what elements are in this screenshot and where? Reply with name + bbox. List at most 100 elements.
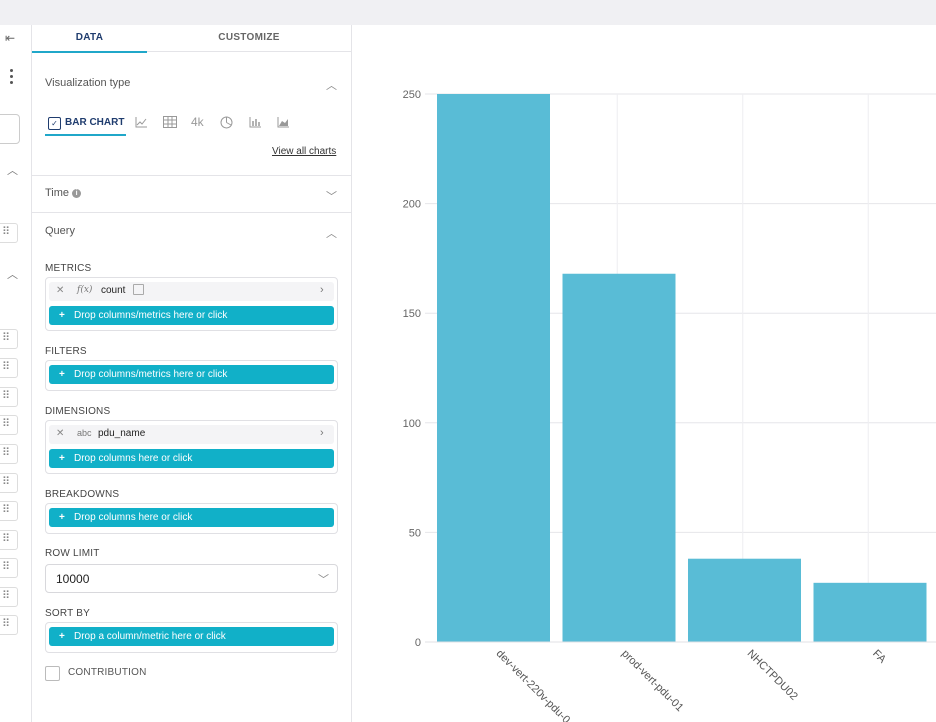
- drag-handle-icon[interactable]: [0, 223, 18, 243]
- filters-drop-label: Drop columns/metrics here or click: [74, 369, 228, 380]
- bar: [688, 558, 801, 642]
- bar: [437, 94, 550, 642]
- drag-handle-icon[interactable]: [0, 587, 18, 607]
- y-tick-label: 100: [403, 418, 421, 430]
- drag-handle-icon[interactable]: [0, 415, 18, 435]
- bar: [813, 582, 927, 642]
- chevron-up-icon[interactable]: ︿: [326, 228, 337, 240]
- divider: [32, 212, 351, 213]
- dimensions-drop-button[interactable]: + Drop columns here or click: [49, 449, 334, 468]
- dimensions-control: ✕ abc pdu_name › + Drop columns here or …: [45, 420, 338, 474]
- info-icon[interactable]: i: [72, 188, 82, 198]
- metric-chip-count[interactable]: ✕ f(x) count ›: [49, 282, 334, 301]
- drag-handle-icon[interactable]: [0, 530, 18, 550]
- check-icon: ✓: [48, 117, 61, 130]
- dimension-name: pdu_name: [98, 428, 146, 439]
- dimension-type: abc: [77, 428, 92, 438]
- calculator-icon: [133, 284, 144, 295]
- view-all-charts-link[interactable]: View all charts: [272, 146, 337, 157]
- filters-label: FILTERS: [45, 346, 87, 357]
- metrics-drop-label: Drop columns/metrics here or click: [74, 310, 228, 321]
- chevron-right-icon[interactable]: ›: [320, 427, 324, 439]
- breakdowns-drop-button[interactable]: + Drop columns here or click: [49, 508, 334, 527]
- bar: [562, 273, 676, 642]
- chevron-right-icon[interactable]: ›: [320, 284, 324, 296]
- filters-drop-button[interactable]: + Drop columns/metrics here or click: [49, 365, 334, 384]
- y-tick-label: 250: [403, 89, 421, 101]
- breakdowns-label: BREAKDOWNS: [45, 489, 120, 500]
- table-icon[interactable]: [163, 116, 177, 131]
- y-tick-label: 150: [403, 308, 421, 320]
- tab-customize[interactable]: CUSTOMIZE: [218, 32, 280, 43]
- top-bar: [0, 0, 936, 25]
- plus-icon: +: [59, 369, 65, 380]
- viz-type-row: ✓ BAR CHART 4k: [45, 114, 345, 136]
- sort-by-drop-button[interactable]: + Drop a column/metric here or click: [49, 627, 334, 646]
- divider: [32, 175, 351, 176]
- panel-tabs: DATA CUSTOMIZE: [32, 25, 351, 53]
- drag-handle-icon[interactable]: [0, 387, 18, 407]
- y-tick-label: 50: [409, 527, 421, 539]
- row-limit-label: ROW LIMIT: [45, 548, 100, 559]
- bar-chart: 0 50 100 150 200 250 dev-vert-220v-pdu-0 prod-v…: [403, 89, 936, 722]
- chevron-up-icon[interactable]: ︿: [326, 80, 337, 92]
- big-number-icon[interactable]: 4k: [191, 115, 204, 129]
- line-chart-icon[interactable]: [135, 116, 148, 131]
- breakdowns-control: + Drop columns here or click: [45, 503, 338, 534]
- metrics-control: ✕ f(x) count › + Drop columns/metrics he…: [45, 277, 338, 331]
- section-time-label: Time: [45, 187, 70, 199]
- y-tick-label: 200: [403, 199, 421, 211]
- metric-type: f(x): [77, 285, 93, 295]
- drag-handle-icon[interactable]: [0, 473, 18, 493]
- chevron-up-icon[interactable]: ︿: [7, 165, 18, 177]
- drag-handle-icon[interactable]: [0, 329, 18, 349]
- close-icon[interactable]: ✕: [56, 285, 65, 296]
- filters-control: + Drop columns/metrics here or click: [45, 360, 338, 391]
- sort-by-drop-label: Drop a column/metric here or click: [74, 631, 226, 642]
- dimensions-label: DIMENSIONS: [45, 406, 111, 417]
- control-panel: DATA CUSTOMIZE Visualization type ︿ ✓ BAR…: [32, 25, 352, 722]
- sort-by-control: + Drop a column/metric here or click: [45, 622, 338, 653]
- kebab-icon[interactable]: [10, 69, 14, 87]
- section-query[interactable]: Query: [45, 225, 75, 237]
- x-tick-label: prod-vert-pdu-01: [619, 648, 685, 714]
- row-limit-value: 10000: [56, 572, 90, 586]
- x-tick-label: NHCTPDU02: [745, 648, 800, 703]
- chevron-down-icon: ﹀: [318, 574, 329, 586]
- contribution-checkbox[interactable]: [45, 666, 60, 681]
- x-tick-label: dev-vert-220v-pdu-0: [494, 648, 573, 722]
- drag-handle-icon[interactable]: [0, 615, 18, 635]
- close-icon[interactable]: ✕: [56, 428, 65, 439]
- section-time[interactable]: Time i: [45, 187, 82, 199]
- viz-selected-label: BAR CHART: [65, 117, 125, 128]
- tab-data[interactable]: DATA: [32, 25, 147, 53]
- search-box-stub[interactable]: [0, 114, 20, 144]
- plus-icon: +: [59, 631, 65, 642]
- datasource-panel-collapsed: ⇤ ︿ ︿: [0, 25, 32, 722]
- chevron-up-icon[interactable]: ︿: [7, 269, 18, 281]
- plus-icon: +: [59, 512, 65, 523]
- viz-bar-chart-option[interactable]: ✓ BAR CHART: [45, 114, 127, 136]
- breakdowns-drop-label: Drop columns here or click: [74, 512, 193, 523]
- dimensions-drop-label: Drop columns here or click: [74, 453, 193, 464]
- contribution-label: CONTRIBUTION: [68, 667, 147, 678]
- metrics-drop-button[interactable]: + Drop columns/metrics here or click: [49, 306, 334, 325]
- dimension-chip-pdu-name[interactable]: ✕ abc pdu_name ›: [49, 425, 334, 444]
- x-tick-label: FA: [870, 648, 888, 666]
- section-visualization-type[interactable]: Visualization type: [45, 77, 131, 89]
- drag-handle-icon[interactable]: [0, 558, 18, 578]
- metric-name: count: [101, 285, 126, 296]
- y-tick-label: 0: [415, 637, 421, 649]
- chevron-down-icon[interactable]: ﹀: [326, 191, 337, 203]
- plus-icon: +: [59, 310, 65, 321]
- pie-chart-icon[interactable]: [220, 116, 233, 132]
- metrics-label: METRICS: [45, 263, 92, 274]
- drag-handle-icon[interactable]: [0, 501, 18, 521]
- drag-handle-icon[interactable]: [0, 444, 18, 464]
- collapse-left-icon[interactable]: ⇤: [5, 31, 16, 45]
- bar-chart-icon[interactable]: [249, 116, 262, 131]
- drag-handle-icon[interactable]: [0, 358, 18, 378]
- sort-by-label: SORT BY: [45, 608, 90, 619]
- area-chart-icon[interactable]: [277, 116, 290, 131]
- row-limit-select[interactable]: 10000 ﹀: [45, 564, 338, 593]
